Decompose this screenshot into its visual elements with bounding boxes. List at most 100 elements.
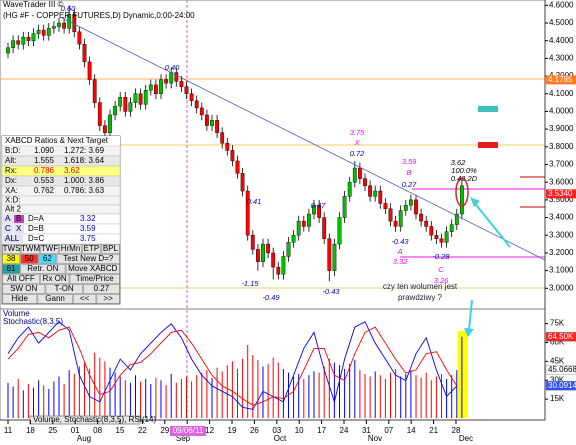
target-cell xyxy=(3,215,13,223)
panel-button[interactable] xyxy=(2,284,46,294)
candle-body xyxy=(16,40,21,45)
panel-button[interactable] xyxy=(37,294,73,304)
panel-button[interactable] xyxy=(20,264,66,274)
candle-body xyxy=(363,178,367,186)
y-tick-label: 75K xyxy=(550,319,565,328)
candle-body xyxy=(322,217,327,239)
y-tick-label: 15K xyxy=(550,394,565,403)
panel-button[interactable] xyxy=(21,244,40,254)
panel-button-label[interactable]: << xyxy=(80,294,90,303)
candle-body xyxy=(148,84,153,91)
panel-button[interactable] xyxy=(65,264,120,274)
panel-button-label[interactable]: 50 xyxy=(25,254,34,263)
panel-button-label[interactable]: Retr. ON xyxy=(27,264,58,273)
panel-button[interactable] xyxy=(56,254,120,264)
annotation: -0.43 xyxy=(391,237,409,246)
panel-button[interactable] xyxy=(20,254,39,264)
candle-body xyxy=(347,181,352,197)
panel-button[interactable] xyxy=(82,244,101,254)
panel-title: Volume xyxy=(3,309,30,318)
panel-button[interactable] xyxy=(40,274,70,284)
y-tick-label: 4.0000 xyxy=(549,107,574,116)
candle-body xyxy=(250,235,255,250)
value-tag xyxy=(545,332,576,342)
candle-body xyxy=(62,22,67,29)
value-tag xyxy=(545,381,576,391)
x-tick-label: 15 xyxy=(116,426,125,435)
panel-button-label[interactable]: TWS xyxy=(3,244,21,253)
candle-body xyxy=(26,36,31,41)
candle-body xyxy=(291,235,296,243)
panel-button[interactable] xyxy=(2,294,38,304)
panel-button-label[interactable]: 61 xyxy=(7,264,16,273)
plot xyxy=(6,5,464,418)
y-tick-label: 3.2000 xyxy=(549,248,574,257)
panel-button-label[interactable]: 38 xyxy=(7,254,16,263)
y-tick-label: 3.9000 xyxy=(549,124,574,133)
cursor-date-box xyxy=(170,426,206,436)
candle-body xyxy=(21,36,26,45)
ratio-target: 1.272: 3.69 xyxy=(64,146,105,155)
candle-body xyxy=(378,190,383,204)
panel-button-label[interactable]: Hide xyxy=(11,294,28,303)
candle-body xyxy=(215,120,219,133)
x-tick-label: 03 xyxy=(272,426,281,435)
panel-button[interactable] xyxy=(45,284,83,294)
panel-button-label[interactable]: Test New D=? xyxy=(63,254,114,263)
panel-button-label[interactable]: Time/Price xyxy=(76,274,114,283)
candle-body xyxy=(281,256,286,275)
panel-button-label[interactable]: SW ON xyxy=(10,284,37,293)
annotation: -1.15 xyxy=(241,279,259,288)
panel-button[interactable] xyxy=(38,254,57,264)
candle-body xyxy=(82,44,87,63)
panel-button-label[interactable]: TWF xyxy=(41,244,58,253)
panel-button-label[interactable]: Rx ON xyxy=(43,274,67,283)
panel-button-label[interactable]: Move XABCD xyxy=(68,264,118,273)
month-label: Dec xyxy=(459,434,473,443)
panel-button-label[interactable]: BPL xyxy=(103,244,119,253)
y-tick-label: 3.6000 xyxy=(549,177,574,186)
panel-button[interactable] xyxy=(69,274,120,284)
panel-button[interactable] xyxy=(73,294,97,304)
candle-body xyxy=(159,79,163,94)
indicator-tab-label[interactable]: Volume, Stochastic(8,3,5), RSI(14) xyxy=(33,415,157,424)
annotation: 3.32 xyxy=(393,257,408,266)
panel-button[interactable] xyxy=(101,244,120,254)
candle-body xyxy=(439,238,444,243)
candle-body xyxy=(164,79,168,84)
panel-button[interactable] xyxy=(2,274,40,284)
panel-button-label[interactable]: 62 xyxy=(43,254,52,263)
candle-body xyxy=(57,22,61,27)
panel-button[interactable] xyxy=(82,284,120,294)
panel-button-label[interactable]: ETP xyxy=(84,244,100,253)
panel-button[interactable] xyxy=(2,254,20,264)
panel-button-label[interactable]: Alt OFF xyxy=(7,274,35,283)
panel-button[interactable] xyxy=(96,294,120,304)
x-tick-label: 24 xyxy=(340,426,349,435)
panel-button-label[interactable]: TWM xyxy=(21,244,40,253)
panel-button-label[interactable]: >> xyxy=(104,294,114,303)
panel-button-label[interactable]: Gann xyxy=(45,294,65,303)
value-tag xyxy=(545,365,576,375)
panel-button-label[interactable]: T-ON xyxy=(55,284,74,293)
y-tick-label: 3.4000 xyxy=(549,213,574,222)
panel-button[interactable] xyxy=(2,244,21,254)
panel-button[interactable] xyxy=(2,264,20,274)
panel-button-label[interactable]: HrMn xyxy=(61,244,81,253)
annotation: B xyxy=(406,168,411,177)
candle-body xyxy=(225,143,230,151)
candle-body xyxy=(383,203,388,209)
candle-body xyxy=(342,196,347,218)
price-tag xyxy=(546,75,576,85)
candle-body xyxy=(286,242,291,257)
x-tick-label: 19 xyxy=(228,426,237,435)
annotation: C xyxy=(438,265,444,274)
panel-button[interactable] xyxy=(40,244,59,254)
candle-body xyxy=(414,199,418,215)
panel-button-label[interactable]: 0.27 xyxy=(94,284,110,293)
candle-body xyxy=(220,132,225,144)
candle-body xyxy=(245,190,250,236)
y-tick-label: 3.8000 xyxy=(549,142,574,151)
panel-button[interactable] xyxy=(59,244,82,254)
candle-body xyxy=(77,31,82,45)
